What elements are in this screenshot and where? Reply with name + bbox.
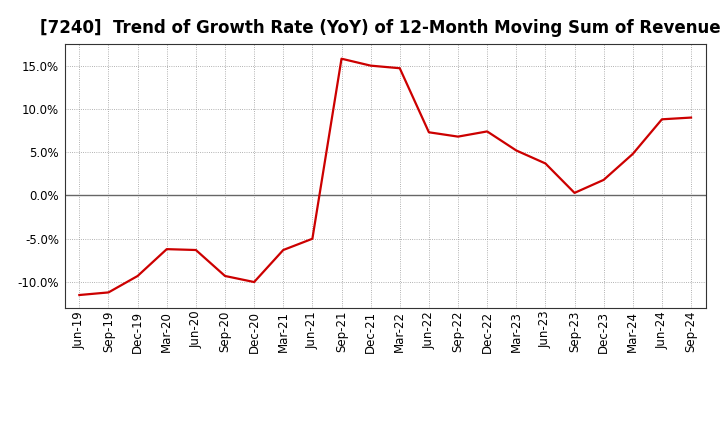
- Title: [7240]  Trend of Growth Rate (YoY) of 12-Month Moving Sum of Revenues: [7240] Trend of Growth Rate (YoY) of 12-…: [40, 19, 720, 37]
